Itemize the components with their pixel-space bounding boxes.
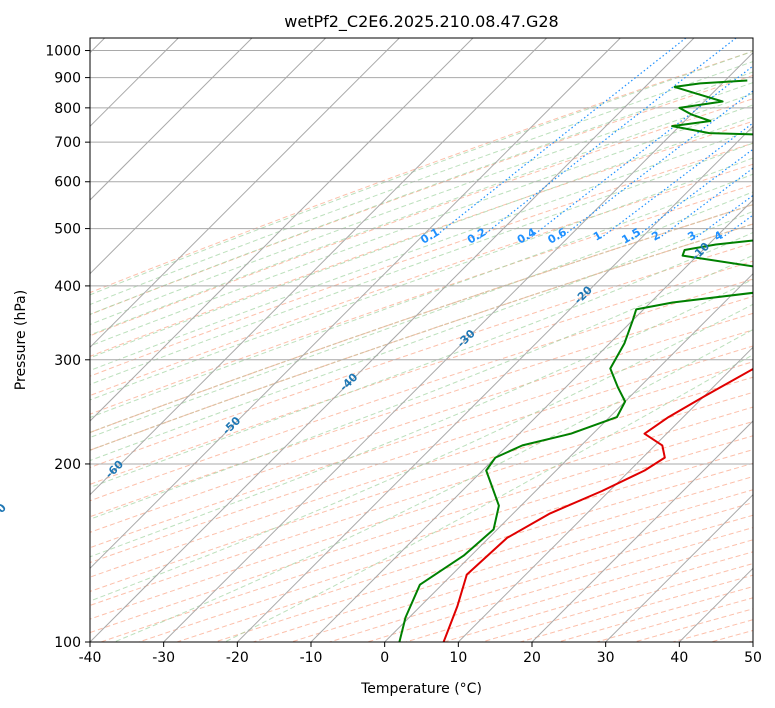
x-tick-label: 10 (449, 650, 467, 666)
dry-adiabat (90, 329, 753, 549)
dry-adiabat (90, 74, 753, 316)
isotherm (384, 272, 753, 642)
y-tick-label: 700 (54, 135, 81, 151)
mixing-ratio-line (632, 148, 753, 240)
y-tick-label: 400 (54, 279, 81, 295)
dry-adiabat (634, 608, 753, 642)
dry-adiabat (90, 223, 753, 451)
dry-adiabat (90, 391, 753, 606)
y-axis-label: Pressure (hPa) (13, 290, 29, 390)
isotherm (457, 346, 753, 642)
isotherm (236, 125, 753, 642)
dry-adiabat (90, 184, 753, 415)
mixing-ratio-label: 4 (712, 228, 725, 243)
x-tick-label: 20 (523, 650, 541, 666)
mixing-ratio-line (759, 38, 775, 239)
isotherm (531, 420, 753, 642)
dry-adiabat (90, 361, 753, 578)
isotherm (90, 38, 474, 422)
isotherm (90, 38, 621, 570)
isotherm-label: -60 (103, 457, 126, 480)
isotherm (163, 51, 753, 642)
moist-adiabat (90, 92, 753, 336)
moist-adiabat (90, 104, 753, 347)
dry-adiabat (90, 223, 753, 451)
x-axis-label: Temperature (°C) (360, 681, 482, 697)
dry-adiabat (90, 98, 753, 337)
isotherm (90, 38, 695, 642)
dry-adiabat (90, 260, 753, 485)
moist-adiabat (90, 128, 753, 372)
moist-adiabat (114, 328, 753, 642)
isotherm (90, 38, 327, 275)
moist-adiabat (224, 354, 753, 642)
x-tick-label: -20 (226, 650, 249, 666)
isotherm (752, 641, 753, 642)
isotherm-label: -30 (455, 327, 478, 350)
temperature-profile-line (442, 367, 753, 642)
isotherm (90, 38, 253, 201)
isotherm-label: -50 (220, 414, 243, 437)
dewpoint-profile-line (398, 79, 753, 642)
dry-adiabat (90, 204, 753, 433)
dry-adiabat (90, 376, 753, 592)
y-tick-label: 300 (54, 353, 81, 369)
moist-adiabat (90, 61, 753, 306)
dry-adiabat (90, 163, 753, 397)
dry-adiabat (90, 50, 753, 294)
y-tick-label: 900 (54, 71, 81, 87)
x-tick-label: 30 (597, 650, 615, 666)
x-tick-label: 0 (380, 650, 389, 666)
y-tick-label: 500 (54, 222, 81, 238)
y-tick-label: 600 (54, 175, 81, 191)
moist-adiabat (90, 142, 753, 386)
y-tick-label: 100 (54, 635, 81, 651)
x-tick-label: -40 (79, 650, 102, 666)
y-tick-label: 200 (54, 457, 81, 473)
isotherm (310, 199, 753, 642)
dry-adiabat (90, 312, 753, 533)
dry-adiabat (90, 345, 753, 564)
moist-adiabat (90, 82, 753, 326)
isotherm (90, 38, 548, 496)
dry-adiabat (90, 142, 753, 377)
isotherm (90, 38, 400, 349)
mixing-ratio-line (431, 38, 687, 240)
isotherm (605, 493, 753, 642)
isotherm-label: -20 (572, 283, 595, 306)
mixing-ratio-line (657, 167, 753, 240)
dry-adiabat (100, 435, 753, 642)
x-tick-label: 40 (670, 650, 688, 666)
dry-adiabat (90, 242, 753, 469)
dry-adiabat (90, 295, 753, 518)
mixing-ratio-line (599, 122, 753, 240)
moist-adiabat (90, 191, 753, 439)
dry-adiabat (90, 204, 753, 434)
chart-title: wetPf2_C2E6.2025.210.08.47.G28 (284, 12, 558, 32)
plot-frame (89, 37, 754, 643)
isotherm-label: -70 (0, 501, 9, 524)
y-tick-label: 1000 (45, 44, 81, 60)
x-tick-label: -30 (152, 650, 175, 666)
y-tick-label: 800 (54, 101, 81, 117)
x-tick-label: -10 (300, 650, 323, 666)
mixing-ratio-label: 2 (649, 229, 662, 244)
moist-adiabat (90, 116, 753, 359)
x-tick-label: 50 (744, 650, 762, 666)
isotherm (678, 567, 753, 642)
dry-adiabat (329, 514, 753, 642)
dry-adiabat (90, 278, 753, 502)
mixing-ratio-line (478, 38, 737, 240)
dry-adiabat (90, 120, 753, 357)
moist-adiabat (90, 50, 753, 296)
